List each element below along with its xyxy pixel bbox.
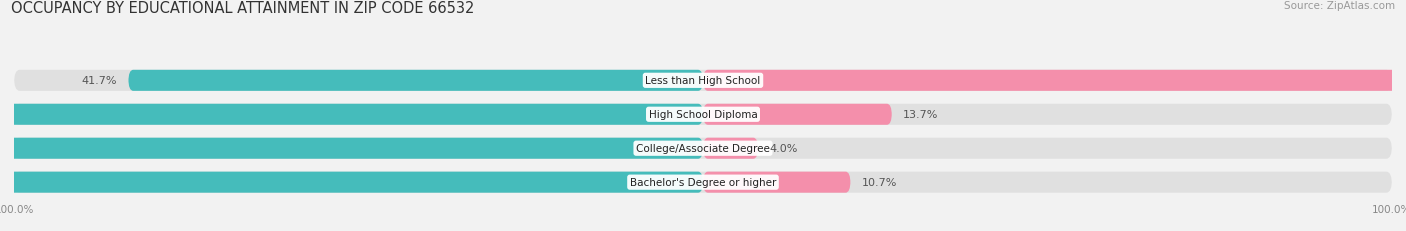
FancyBboxPatch shape <box>703 70 1406 91</box>
Text: Less than High School: Less than High School <box>645 76 761 86</box>
FancyBboxPatch shape <box>0 172 703 193</box>
Text: 13.7%: 13.7% <box>903 110 938 120</box>
FancyBboxPatch shape <box>703 172 851 193</box>
FancyBboxPatch shape <box>14 172 1392 193</box>
FancyBboxPatch shape <box>14 70 1392 91</box>
FancyBboxPatch shape <box>14 138 1392 159</box>
FancyBboxPatch shape <box>0 138 703 159</box>
Text: Source: ZipAtlas.com: Source: ZipAtlas.com <box>1284 1 1395 11</box>
Text: 4.0%: 4.0% <box>769 144 797 154</box>
Text: OCCUPANCY BY EDUCATIONAL ATTAINMENT IN ZIP CODE 66532: OCCUPANCY BY EDUCATIONAL ATTAINMENT IN Z… <box>11 1 475 16</box>
FancyBboxPatch shape <box>703 138 758 159</box>
FancyBboxPatch shape <box>0 104 703 125</box>
Text: Bachelor's Degree or higher: Bachelor's Degree or higher <box>630 177 776 187</box>
Text: 41.7%: 41.7% <box>82 76 117 86</box>
Text: College/Associate Degree: College/Associate Degree <box>636 144 770 154</box>
FancyBboxPatch shape <box>14 104 1392 125</box>
Text: 10.7%: 10.7% <box>862 177 897 187</box>
Text: High School Diploma: High School Diploma <box>648 110 758 120</box>
FancyBboxPatch shape <box>128 70 703 91</box>
FancyBboxPatch shape <box>703 104 891 125</box>
